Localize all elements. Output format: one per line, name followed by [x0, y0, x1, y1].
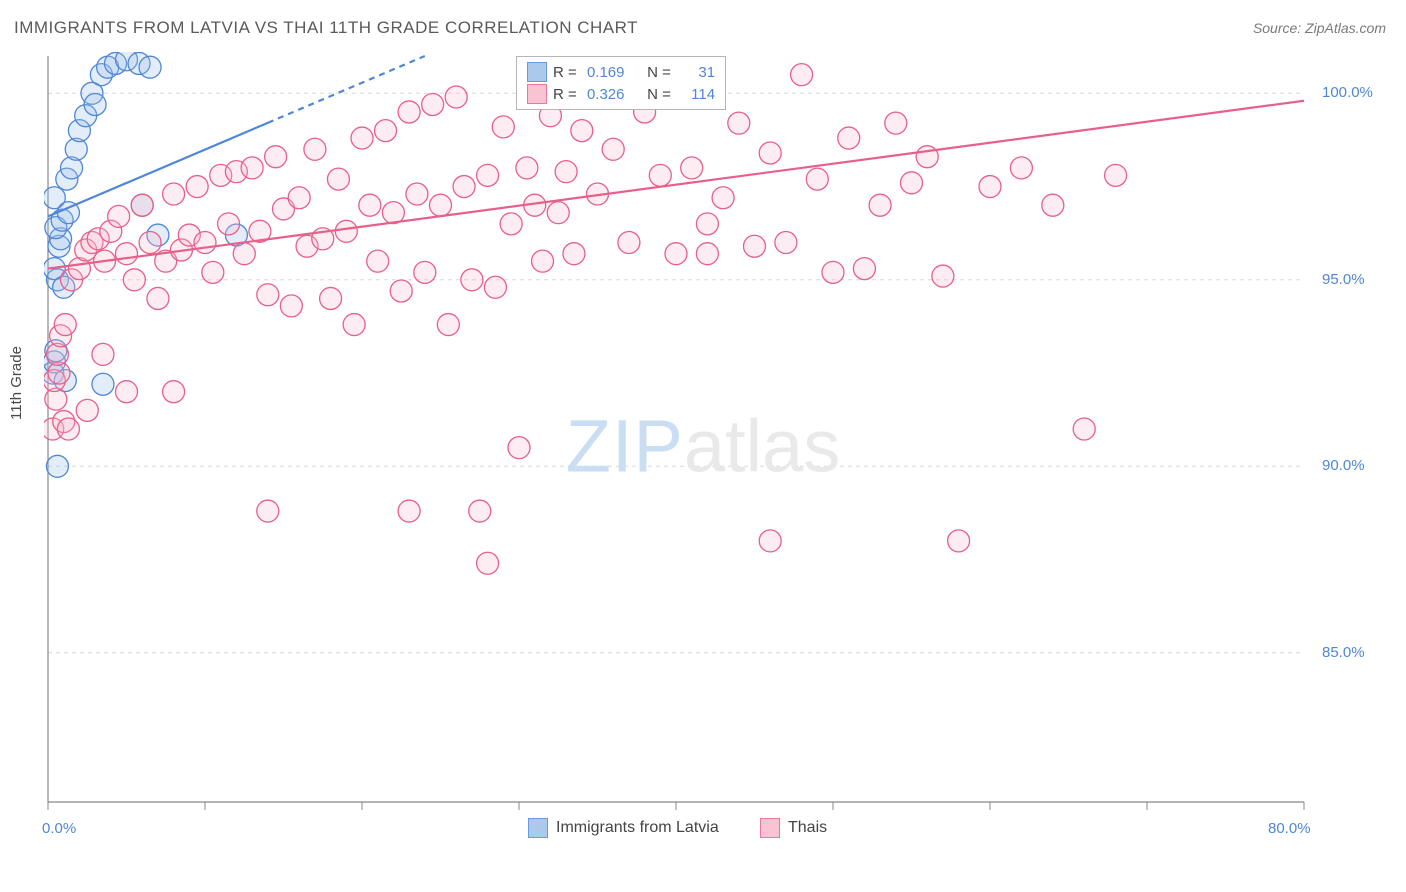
y-tick-label: 100.0%	[1322, 84, 1373, 101]
legend-r-label: R =	[553, 64, 581, 81]
x-tick-label: 80.0%	[1268, 820, 1311, 837]
legend-n-value: 114	[681, 86, 715, 103]
legend-n-value: 31	[681, 64, 715, 81]
x-tick-label: 0.0%	[42, 820, 76, 837]
legend-label: Thais	[788, 819, 827, 837]
y-axis-label: 11th Grade	[8, 346, 25, 420]
scatter-plot	[44, 52, 1384, 832]
legend-r-value: 0.326	[587, 86, 637, 103]
legend-label: Immigrants from Latvia	[556, 819, 719, 837]
correlation-legend: R = 0.169 N = 31R = 0.326 N = 114	[516, 56, 726, 110]
legend-row: R = 0.169 N = 31	[527, 61, 715, 83]
bottom-legend-item: Immigrants from Latvia	[528, 818, 719, 838]
legend-r-value: 0.169	[587, 64, 637, 81]
bottom-legend-item: Thais	[760, 818, 827, 838]
legend-r-label: R =	[553, 86, 581, 103]
legend-row: R = 0.326 N = 114	[527, 83, 715, 105]
source-attribution: Source: ZipAtlas.com	[1253, 20, 1386, 36]
legend-swatch	[528, 818, 548, 838]
legend-n-label: N =	[643, 64, 675, 81]
legend-swatch	[760, 818, 780, 838]
chart-title: IMMIGRANTS FROM LATVIA VS THAI 11TH GRAD…	[14, 18, 638, 38]
y-tick-label: 90.0%	[1322, 457, 1365, 474]
legend-swatch	[527, 84, 547, 104]
y-tick-label: 95.0%	[1322, 271, 1365, 288]
y-tick-label: 85.0%	[1322, 644, 1365, 661]
legend-swatch	[527, 62, 547, 82]
legend-n-label: N =	[643, 86, 675, 103]
